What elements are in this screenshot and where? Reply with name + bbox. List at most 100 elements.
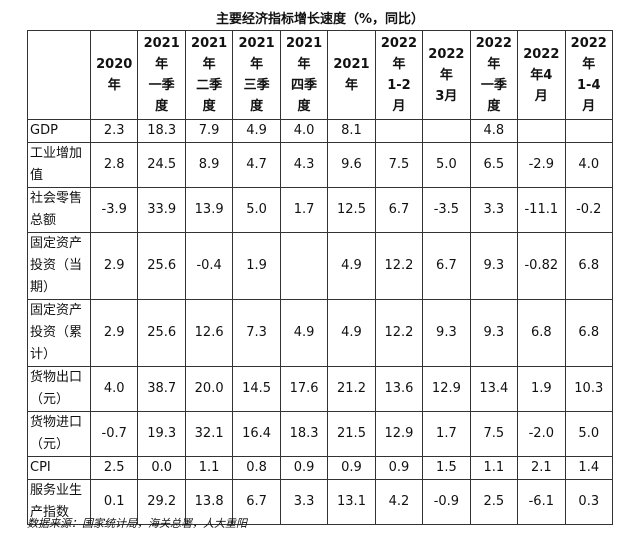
value-cell: 1.4 xyxy=(564,456,614,480)
value-cell: 2.1 xyxy=(517,456,566,480)
value-cell: 4.0 xyxy=(89,366,139,412)
value-cell: 2.5 xyxy=(89,456,139,480)
value-cell: 4.2 xyxy=(374,479,424,525)
value-cell: 38.7 xyxy=(137,366,186,412)
value-cell: 25.6 xyxy=(137,232,186,300)
value-cell: 12.5 xyxy=(327,187,376,233)
empty-cell xyxy=(279,232,329,300)
column-header: 2022 年 1-2 月 xyxy=(374,30,424,120)
header-line: 2021 xyxy=(191,36,228,51)
value-cell: -2.9 xyxy=(517,142,566,188)
table-row: 货物进口（元） -0.7 19.3 32.1 16.4 18.3 21.5 12.9 1.7 7.… xyxy=(27,411,614,457)
header-line: 2020 xyxy=(96,57,133,72)
value-cell: 0.9 xyxy=(327,456,376,480)
header-line: 2022 xyxy=(380,36,418,51)
value-cell: 29.2 xyxy=(137,479,186,525)
value-cell: 9.3 xyxy=(469,232,519,300)
value-cell: 10.3 xyxy=(564,366,614,412)
value-cell: 24.5 xyxy=(137,142,186,188)
header-line: 2021 xyxy=(333,57,370,72)
header-line: 1-2 xyxy=(387,78,411,93)
value-cell: 1.7 xyxy=(422,411,471,457)
value-cell: 7.9 xyxy=(184,119,234,143)
value-cell: 4.9 xyxy=(232,119,281,143)
value-cell: 12.6 xyxy=(184,299,234,367)
value-cell: 0.1 xyxy=(89,479,139,525)
value-cell: 8.1 xyxy=(327,119,376,143)
header-line: 2021 xyxy=(285,36,323,51)
value-cell: 6.7 xyxy=(374,187,424,233)
header-line: 2022 xyxy=(428,46,465,62)
value-cell: 13.1 xyxy=(327,479,376,525)
value-cell: 14.5 xyxy=(232,366,281,412)
header-line: 月 xyxy=(392,99,406,114)
value-cell: 4.7 xyxy=(232,142,281,188)
empty-cell xyxy=(374,119,424,143)
value-cell: 2.5 xyxy=(469,479,519,525)
value-cell: -6.1 xyxy=(517,479,566,525)
value-cell: 13.4 xyxy=(469,366,519,412)
empty-cell xyxy=(517,119,566,143)
header-line: 2022 xyxy=(523,46,560,62)
column-header: 2021 年三季度 xyxy=(232,30,281,120)
value-cell: 4.9 xyxy=(327,232,376,300)
row-label: 固定资产投资（当期） xyxy=(27,232,91,300)
value-cell: 4.0 xyxy=(279,119,329,143)
value-cell: 17.6 xyxy=(279,366,329,412)
column-header: 2022 年4 月 xyxy=(517,30,566,120)
value-cell: 7.3 xyxy=(232,299,281,367)
value-cell: 13.6 xyxy=(374,366,424,412)
table-row: 社会零售总额 -3.9 33.9 13.9 5.0 1.7 12.5 6.7 -3.5 3.3 -1… xyxy=(27,187,614,233)
value-cell: 21.2 xyxy=(327,366,376,412)
row-label: GDP xyxy=(27,119,91,143)
value-cell: 2.8 xyxy=(89,142,139,188)
header-line: 年4 xyxy=(530,67,553,83)
value-cell: 9.6 xyxy=(327,142,376,188)
header-line: 年 xyxy=(297,57,311,72)
row-label: 货物出口（元） xyxy=(27,366,91,412)
value-cell: 6.7 xyxy=(232,479,281,525)
value-cell: 12.2 xyxy=(374,232,424,300)
value-cell: 9.3 xyxy=(469,299,519,367)
header-line: 度 xyxy=(250,99,264,114)
value-cell: 2.3 xyxy=(89,119,139,143)
value-cell: 6.8 xyxy=(517,299,566,367)
value-cell: 1.5 xyxy=(422,456,471,480)
value-cell: 25.6 xyxy=(137,299,186,367)
value-cell: 0.0 xyxy=(137,456,186,480)
data-table: 2020 年 2021 年一季度 2021 年二季度 2021 年三季度 2021 年四季度 202… xyxy=(27,30,614,525)
value-cell: 21.5 xyxy=(327,411,376,457)
value-cell: 1.9 xyxy=(517,366,566,412)
header-line: 年 xyxy=(487,57,501,72)
header-line: 月 xyxy=(582,99,596,114)
header-line: 度 xyxy=(155,99,169,114)
row-label: 服务业生产指数 xyxy=(27,479,91,525)
column-header: 2021 年四季度 xyxy=(279,30,329,120)
value-cell: 0.3 xyxy=(564,479,614,525)
value-cell: 33.9 xyxy=(137,187,186,233)
value-cell: 12.9 xyxy=(422,366,471,412)
value-cell: 1.9 xyxy=(232,232,281,300)
header-line: 年 xyxy=(439,67,453,83)
column-header: 2021 年二季度 xyxy=(184,30,234,120)
table-row: 服务业生产指数 0.1 29.2 13.8 6.7 3.3 13.1 4.2 -0.9 2.5 -6… xyxy=(27,479,614,525)
value-cell: -0.9 xyxy=(422,479,471,525)
value-cell: 2.9 xyxy=(89,299,139,367)
value-cell: 3.3 xyxy=(279,479,329,525)
value-cell: 2.9 xyxy=(89,232,139,300)
value-cell: 6.8 xyxy=(564,232,614,300)
row-label: 工业增加值 xyxy=(27,142,91,188)
value-cell: 5.0 xyxy=(232,187,281,233)
value-cell: 4.3 xyxy=(279,142,329,188)
column-header: 2022 年 1-4 月 xyxy=(564,30,614,120)
row-label: 货物进口（元） xyxy=(27,411,91,457)
row-label: 社会零售总额 xyxy=(27,187,91,233)
value-cell: -11.1 xyxy=(517,187,566,233)
header-line: 年 xyxy=(107,78,121,93)
value-cell: 5.0 xyxy=(564,411,614,457)
header-line: 年 xyxy=(250,57,264,72)
header-line: 四季 xyxy=(291,78,318,93)
header-line: 2022 xyxy=(475,36,512,51)
table-row: 固定资产投资（累计） 2.9 25.6 12.6 7.3 4.9 4.9 12.2 9.3 9.3… xyxy=(27,299,614,367)
value-cell: 16.4 xyxy=(232,411,281,457)
